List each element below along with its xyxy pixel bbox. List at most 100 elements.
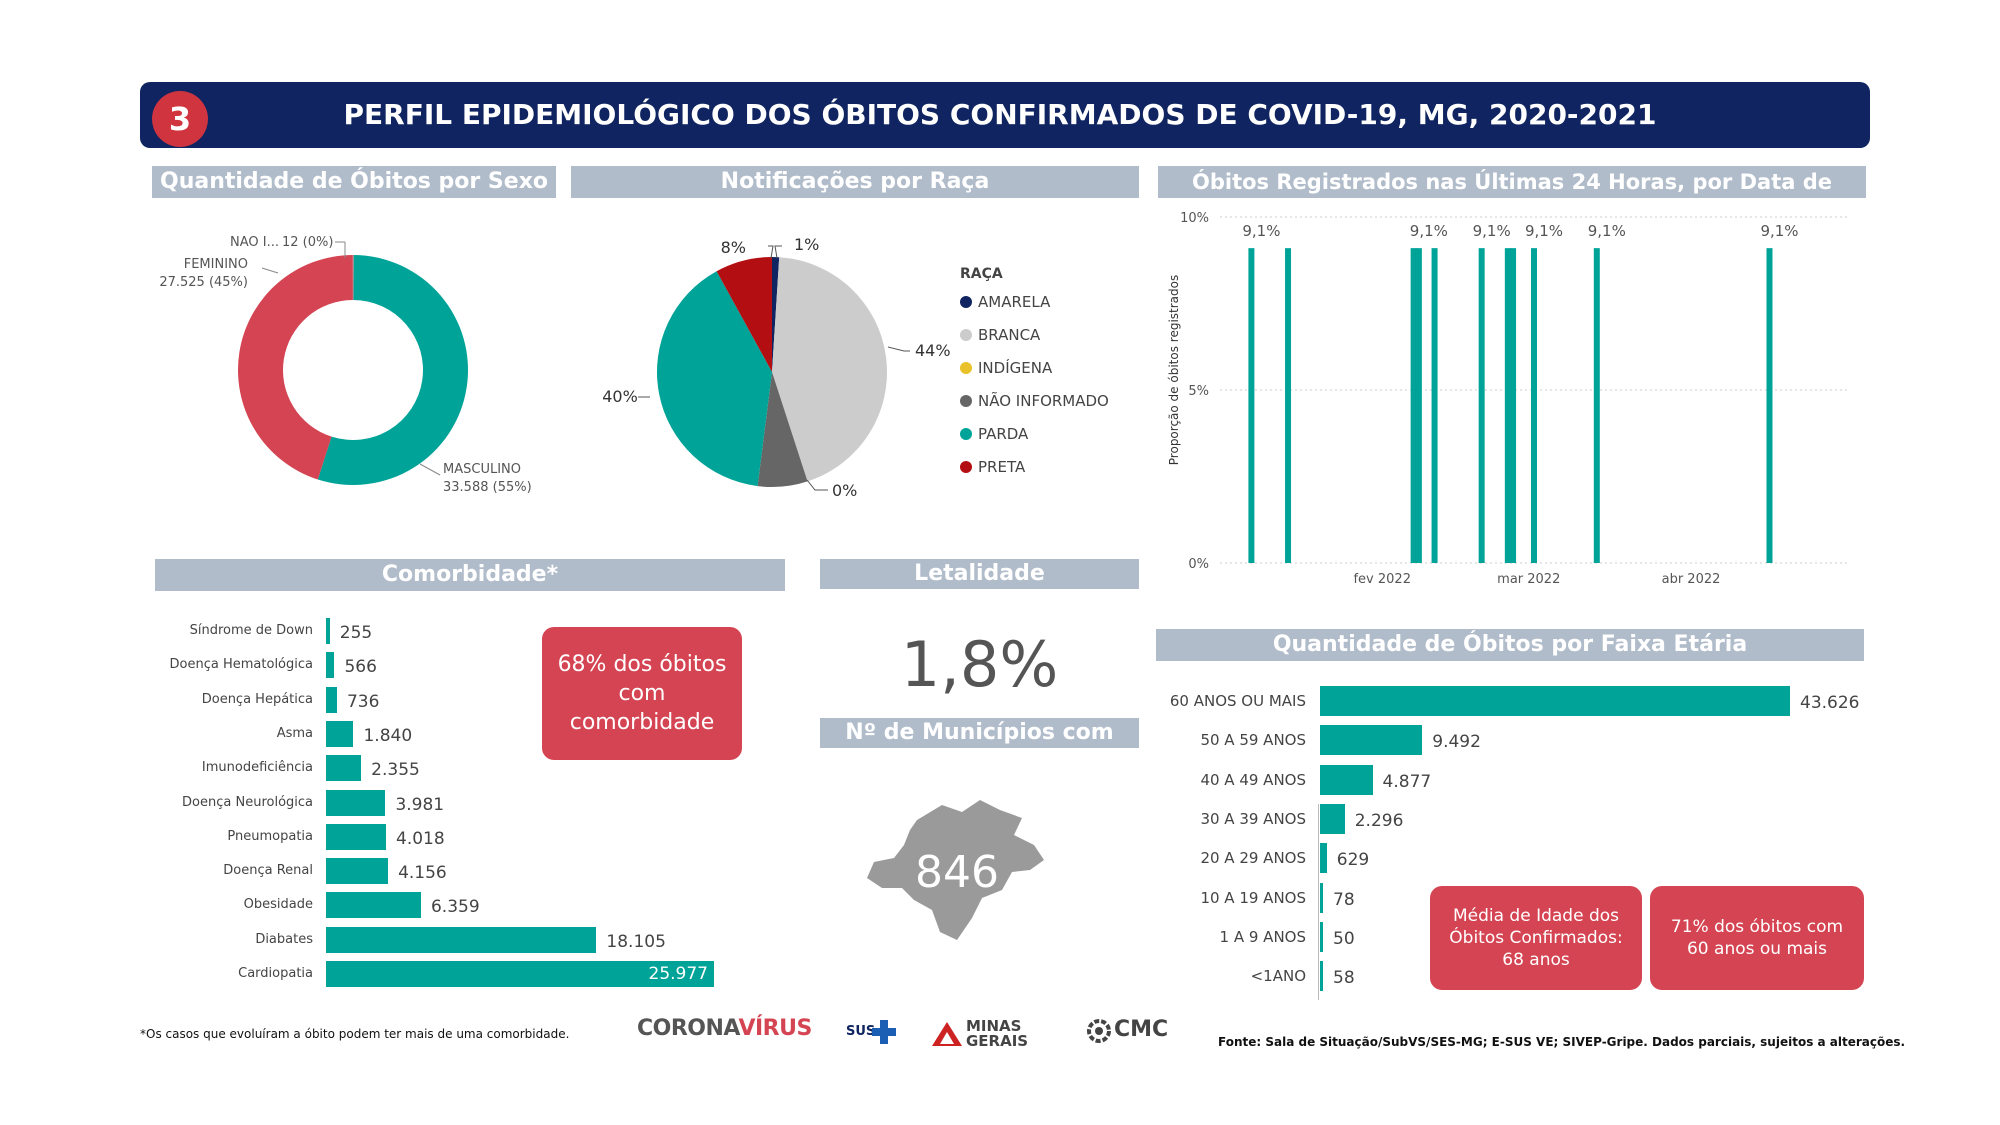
bar-value-label: 18.105: [606, 931, 666, 952]
bar: [1320, 961, 1323, 992]
bar-category-label: 50 A 59 ANOS: [1200, 731, 1306, 750]
ocorrencia-data-label: 9,1%: [1525, 222, 1563, 240]
sexo-label-nao-cat: NAO I...: [230, 235, 279, 250]
raca-slice-amarela: [772, 257, 780, 372]
raca-legend: AMARELA BRANCA INDÍGENA NÃO INFORMADO PARDA P…: [960, 293, 1109, 476]
section-comorbidade-title: Comorbidade*: [155, 559, 785, 591]
bar-category-label: Doença Neurológica: [182, 794, 313, 810]
bar-category-label: Obesidade: [243, 897, 313, 913]
sexo-slice-feminino: [238, 255, 353, 480]
bar: [326, 858, 389, 885]
sexo-slice-nao-i-: [352, 255, 355, 301]
bar-axis-line: [1318, 803, 1319, 1001]
section-sexo-title: Quantidade de Óbitos por Sexo: [152, 166, 556, 198]
coronavirus-logo-b: VÍRUS: [738, 1016, 812, 1041]
bar: [326, 892, 421, 919]
bar: [326, 961, 714, 987]
bar-category-label: Doença Hepática: [201, 691, 313, 707]
bar-category-label: 40 A 49 ANOS: [1200, 770, 1306, 789]
faixa-bar-chart: 60 ANOS OU MAIS 43.626 50 A 59 ANOS 9.492 40…: [1150, 686, 1870, 1006]
bar: [1320, 921, 1323, 952]
sexo-label-masculino-val: 33.588 (55%): [443, 480, 532, 495]
header-bar: [140, 82, 1870, 148]
bar-value-label: 566: [344, 657, 377, 678]
sus-cross-icon: [872, 1020, 896, 1044]
bar-category-label: Pneumopatia: [227, 828, 313, 844]
bar-category-label: 10 A 19 ANOS: [1200, 888, 1306, 907]
coronavirus-logo: CORONAVÍRUS: [637, 1016, 812, 1041]
bar: [1320, 686, 1790, 716]
ytick-5: 5%: [1188, 384, 1209, 399]
raca-slice-parda: [657, 271, 772, 487]
ocorrencia-bar: [1766, 248, 1773, 563]
ocorrencia-xtick: mar 2022: [1497, 572, 1560, 587]
sexo-label-feminino-val: 27.525 (45%): [159, 275, 248, 290]
ocorrencia-data-label: 9,1%: [1473, 222, 1511, 240]
ocorrencia-bar: [1504, 248, 1511, 563]
bar: [326, 823, 386, 850]
bar: [326, 686, 337, 713]
raca-pie-chart: 8% 1% 44% 0% 40% RAÇA AMARELA BRANCA INDÍG…: [602, 235, 1109, 500]
sexo-slice-masculino: [317, 255, 469, 486]
bar-category-label: Doença Renal: [223, 863, 313, 879]
bar-value-label: 50: [1333, 928, 1355, 949]
bar-value-label: 255: [339, 623, 373, 643]
raca-legend-swatch: [960, 296, 972, 308]
bar-value-label: 3.981: [395, 794, 445, 815]
raca-legend-item: INDÍGENA: [978, 358, 1053, 377]
sus-logo-text: SUS: [846, 1024, 876, 1039]
raca-slice-n-o-informado: [757, 372, 808, 487]
raca-legend-swatch: [960, 428, 972, 440]
minas-gerais-logo-a: MINAS: [966, 1017, 1022, 1035]
ocorrencia-bar: [1415, 248, 1422, 563]
raca-slice-preta: [716, 257, 772, 372]
ocorrencia-bar: [1248, 248, 1255, 563]
bar-category-label: 30 A 39 ANOS: [1200, 809, 1306, 828]
leader-line-feminino: [261, 267, 279, 274]
comorbidade-bar-chart: Síndrome de Down 255 Doença Hematológica 56…: [150, 618, 750, 998]
raca-legend-item: PRETA: [978, 458, 1026, 476]
ocorrencia-bar-chart: Proporção de óbitos registrados 10% 5% 0…: [1167, 211, 1848, 587]
raca-label-preta: 8%: [721, 238, 746, 257]
raca-label-amarela: 1%: [794, 235, 819, 254]
bar: [326, 755, 362, 782]
minas-gerais-triangle-icon: [932, 1022, 962, 1046]
section-number-badge: 3: [152, 91, 208, 147]
minas-gerais-logo: MINAS GERAIS: [966, 1019, 1028, 1049]
raca-label-branca: 44%: [915, 341, 951, 360]
section-raca-title: Notificações por Raça: [571, 166, 1139, 198]
leader-line-preta: [768, 245, 774, 259]
ocorrencia-xtick: fev 2022: [1353, 572, 1410, 587]
bar-value-label: 4.877: [1382, 771, 1432, 792]
leader-line-amarela: [774, 245, 782, 259]
ocorrencia-bar: [1478, 248, 1485, 563]
bar-value-label: 2.355: [371, 760, 420, 781]
bar-value-label: 6.359: [430, 897, 480, 918]
bar-value-label: 4.018: [396, 828, 445, 849]
footnote: *Os casos que evoluíram a óbito podem te…: [140, 1027, 570, 1041]
raca-legend-item: BRANCA: [978, 326, 1041, 344]
sexo-donut-chart: NAO I... 12 (0%) FEMININO 27.525 (45%) M…: [159, 235, 532, 495]
raca-legend-swatch: [960, 395, 972, 407]
bar: [1320, 764, 1373, 795]
page-title: PERFIL EPIDEMIOLÓGICO DOS ÓBITOS CONFIRM…: [343, 98, 1657, 131]
raca-label-parda: 40%: [602, 387, 638, 406]
bar-value-label: 736: [346, 691, 380, 712]
sexo-label-feminino-cat: FEMININO: [184, 257, 248, 272]
leader-line-branca: [887, 346, 910, 352]
bar-value-label: 2.296: [1354, 810, 1404, 831]
ocorrencia-bar: [1593, 248, 1600, 563]
ocorrencia-data-label: 9,1%: [1410, 222, 1448, 240]
bar-value-label: 58: [1333, 968, 1355, 989]
bar-value-label: 629: [1336, 850, 1370, 871]
raca-legend-swatch: [960, 329, 972, 341]
ocorrencia-bar: [1410, 248, 1417, 563]
raca-legend-swatch: [960, 461, 972, 473]
bar: [326, 618, 330, 644]
raca-slice-branca: [772, 257, 887, 482]
bar: [1320, 803, 1345, 834]
ocorrencia-data-label: 9,1%: [1588, 222, 1626, 240]
bar-value-label: 1.840: [363, 725, 413, 746]
minas-gerais-map-shape: [867, 800, 1044, 940]
ocorrencia-bar: [1531, 248, 1537, 563]
